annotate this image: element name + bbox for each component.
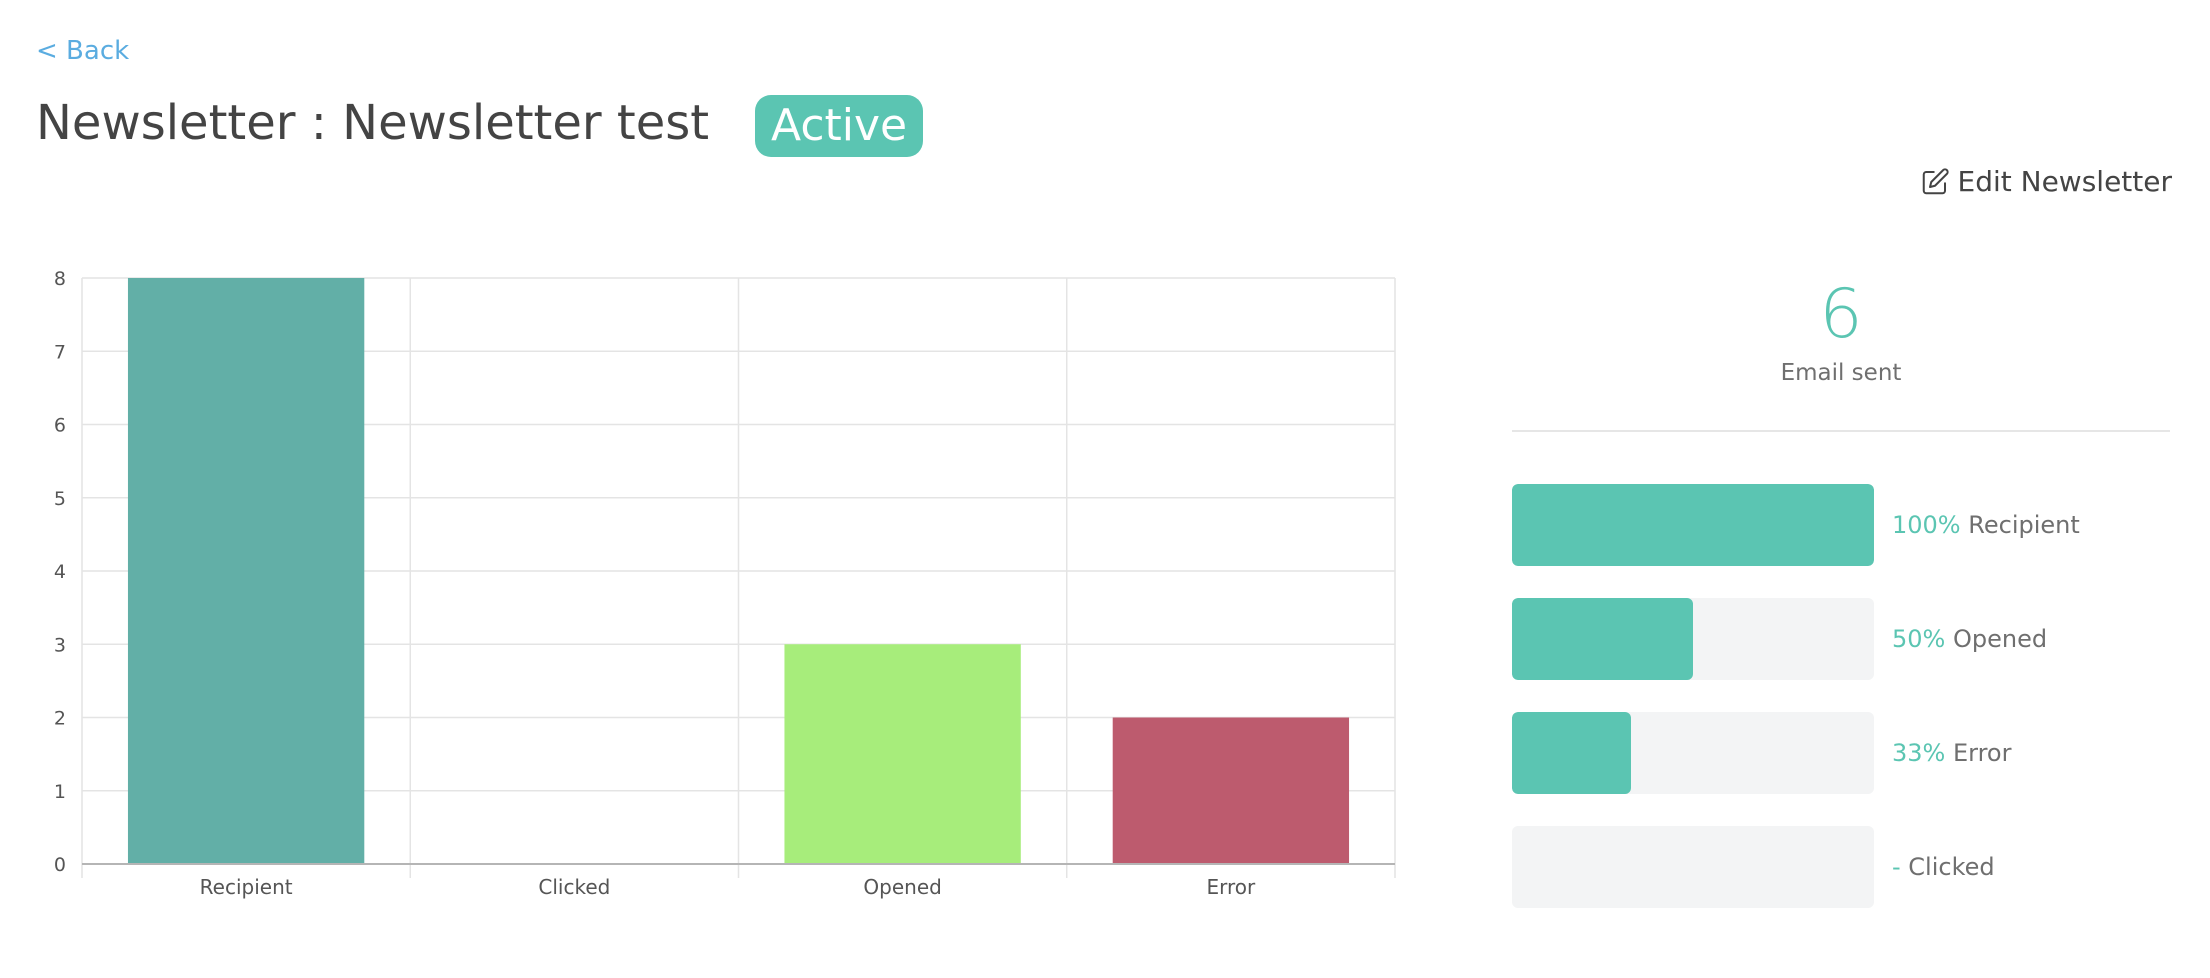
y-tick-label: 0 [54, 854, 66, 876]
y-tick-label: 8 [54, 268, 66, 290]
y-tick-label: 3 [54, 634, 66, 656]
stats-panel: 6 Email sent 100% Recipient 50% Opened 33%… [1512, 270, 2170, 940]
stat-label: Recipient [1960, 511, 2080, 539]
stat-percent: 33% [1892, 739, 1946, 767]
stat-percent: 100% [1892, 511, 1961, 539]
y-tick-label: 5 [54, 488, 66, 510]
chart-bars [127, 278, 1350, 864]
x-tick-label: Error [1207, 875, 1257, 899]
stat-list: 100% Recipient 50% Opened 33% Error - Click… [1512, 484, 2170, 908]
bar-chart: 0 1 2 3 4 5 6 7 8 Recipient Clicked Opened Error [54, 268, 1396, 899]
stat-label: Error [1945, 739, 2012, 767]
y-tick-label: 4 [54, 561, 66, 583]
stat-text: 50% Opened [1892, 625, 2047, 653]
stat-percent: - [1892, 853, 1901, 881]
edit-newsletter-label: Edit Newsletter [1957, 165, 2172, 198]
back-link[interactable]: < Back [36, 36, 130, 66]
stat-label: Opened [1945, 625, 2048, 653]
edit-icon [1920, 167, 1950, 197]
emails-sent-label: Email sent [1780, 360, 1902, 386]
chart-labels: 0 1 2 3 4 5 6 7 8 Recipient Clicked Opened Error [54, 268, 1256, 899]
stat-label: Clicked [1900, 853, 1995, 881]
progress-bar [1512, 826, 1874, 908]
edit-newsletter-button[interactable]: Edit Newsletter [1920, 165, 2172, 198]
x-tick-label: Recipient [200, 875, 293, 899]
bar-error [1112, 717, 1350, 864]
y-tick-label: 1 [54, 781, 66, 803]
stat-row-clicked: - Clicked [1512, 826, 2170, 908]
stat-row-error: 33% Error [1512, 712, 2170, 794]
y-tick-label: 6 [54, 415, 66, 437]
bar-opened [784, 644, 1021, 864]
emails-sent-count: 6 [1819, 275, 1863, 354]
y-tick-label: 7 [54, 341, 66, 363]
stat-text: 100% Recipient [1892, 511, 2080, 539]
stat-percent: 50% [1892, 625, 1946, 653]
stat-text: - Clicked [1892, 853, 1995, 881]
divider [1512, 430, 2170, 432]
page-title: Newsletter : Newsletter test [36, 95, 710, 151]
progress-fill [1512, 484, 1874, 566]
bar-recipient [127, 278, 365, 864]
progress-fill [1512, 712, 1632, 794]
status-badge: Active [755, 95, 924, 157]
stat-row-opened: 50% Opened [1512, 598, 2170, 680]
stat-row-recipient: 100% Recipient [1512, 484, 2170, 566]
x-tick-label: Clicked [538, 875, 610, 899]
progress-bar [1512, 712, 1874, 794]
progress-fill [1512, 598, 1693, 680]
y-tick-label: 2 [54, 708, 66, 730]
x-tick-label: Opened [863, 875, 941, 899]
stat-text: 33% Error [1892, 739, 2011, 767]
progress-bar [1512, 484, 1874, 566]
progress-bar [1512, 598, 1874, 680]
